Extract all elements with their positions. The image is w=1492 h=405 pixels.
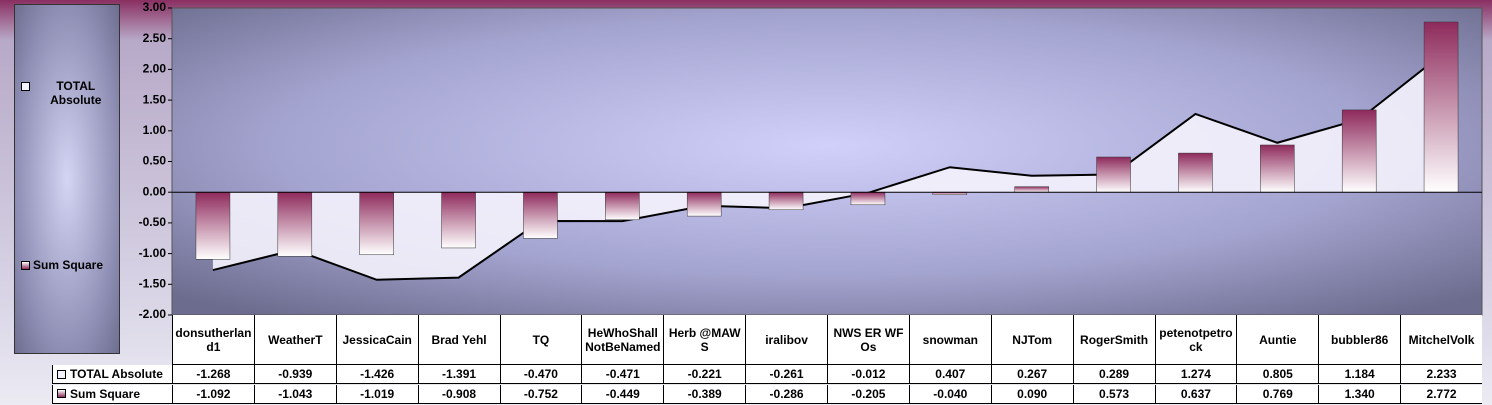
table-cell: 0.637 [1154, 384, 1237, 404]
legend-label: Sum Square [33, 258, 104, 272]
y-tick-label: -2.00 [139, 307, 167, 321]
y-tick-label: 3.00 [143, 0, 167, 14]
legend: TOTAL Absolute Sum Square [14, 4, 120, 354]
bar [1096, 156, 1131, 193]
table-cell: -0.261 [745, 365, 827, 384]
table-cell: -0.205 [827, 384, 909, 404]
bar [850, 191, 886, 206]
table-cell: 0.805 [1236, 365, 1319, 384]
y-tick-label: 0.00 [143, 184, 167, 198]
table-cell: -0.012 [827, 365, 909, 384]
bar [1341, 109, 1377, 193]
bar [1178, 152, 1213, 193]
y-tick-label: 0.50 [143, 154, 167, 168]
bar [605, 191, 640, 221]
table-cell: 0.289 [1072, 365, 1155, 384]
legend-swatch [57, 389, 66, 398]
y-tick-label: 1.50 [143, 92, 167, 106]
bar [277, 191, 313, 257]
category-label: WeatherT [253, 315, 336, 365]
category-label: snowman [908, 315, 991, 365]
bar [359, 191, 394, 256]
table-cell: -1.019 [335, 384, 418, 404]
table-row-name: TOTAL Absolute [70, 367, 163, 381]
bar [1260, 144, 1295, 193]
table-cell: 0.573 [1072, 384, 1155, 404]
bar [1423, 21, 1459, 193]
table-cell: -0.040 [908, 384, 991, 404]
y-tick-label: -1.00 [139, 246, 167, 260]
table-cell: -0.286 [745, 384, 827, 404]
legend-swatch [57, 369, 66, 379]
category-label: MitchelVolk [1400, 315, 1482, 365]
table-cell: 2.233 [1400, 365, 1482, 384]
table-cell: 0.407 [908, 365, 991, 384]
category-label: Herb @MAWS [663, 315, 746, 365]
legend-label: TOTAL Absolute [50, 79, 102, 107]
category-label: JessicaCain [335, 315, 418, 365]
table-cell: -1.426 [335, 365, 418, 384]
y-tick-label: 2.50 [143, 31, 167, 45]
y-tick-label: 2.00 [143, 62, 167, 76]
table-row-name: Sum Square [70, 386, 141, 401]
bar [768, 191, 804, 211]
table-cell: -0.752 [499, 384, 582, 404]
category-label: TQ [499, 315, 582, 365]
table-cell: 1.340 [1318, 384, 1401, 404]
table-row-label: TOTAL Absolute [52, 365, 172, 384]
area-fill [212, 55, 1442, 280]
table-cell: -0.470 [499, 365, 582, 384]
table-cell: -0.908 [417, 384, 500, 404]
y-tick-label: -1.50 [139, 276, 167, 290]
category-label: RogerSmith [1072, 315, 1155, 365]
table-cell: 1.274 [1154, 365, 1237, 384]
y-tick-label: -0.50 [139, 215, 167, 229]
category-label: Auntie [1236, 315, 1319, 365]
legend-swatch [21, 261, 30, 270]
bar [441, 191, 476, 249]
category-label: petenotpetrock [1154, 315, 1237, 365]
category-label: NJTom [990, 315, 1073, 365]
bar [195, 191, 231, 260]
table-cell: 1.184 [1318, 365, 1401, 384]
category-label: bubbler86 [1318, 315, 1401, 365]
legend-swatch [21, 82, 30, 91]
table-row-label: Sum Square [52, 384, 172, 404]
category-label: NWS ER WFOs [827, 315, 909, 365]
bar [1014, 186, 1049, 193]
category-label: HeWhoShallNotBeNamed [581, 315, 664, 365]
table-cell: -0.221 [663, 365, 746, 384]
table-cell: -0.471 [581, 365, 664, 384]
table-cell: 0.090 [990, 384, 1073, 404]
table-cell: -1.043 [253, 384, 336, 404]
table-cell: -0.449 [581, 384, 664, 404]
table-cell: -0.939 [253, 365, 336, 384]
table-cell: -1.268 [172, 365, 254, 384]
table-cell: 2.772 [1400, 384, 1482, 404]
bar [686, 191, 722, 217]
y-tick-label: 1.00 [143, 123, 167, 137]
category-label: Brad Yehl [417, 315, 500, 365]
legend-entry: TOTAL Absolute [21, 79, 119, 107]
legend-entry: Sum Square [21, 258, 103, 272]
table-cell: -1.092 [172, 384, 254, 404]
bar [523, 191, 558, 239]
table-cell: -1.391 [417, 365, 500, 384]
category-label: donsutherland1 [172, 315, 254, 365]
area-line [212, 54, 1442, 281]
table-cell: 0.267 [990, 365, 1073, 384]
table-cell: -0.389 [663, 384, 746, 404]
category-label: iralibov [745, 315, 827, 365]
table-cell: 0.769 [1236, 384, 1319, 404]
